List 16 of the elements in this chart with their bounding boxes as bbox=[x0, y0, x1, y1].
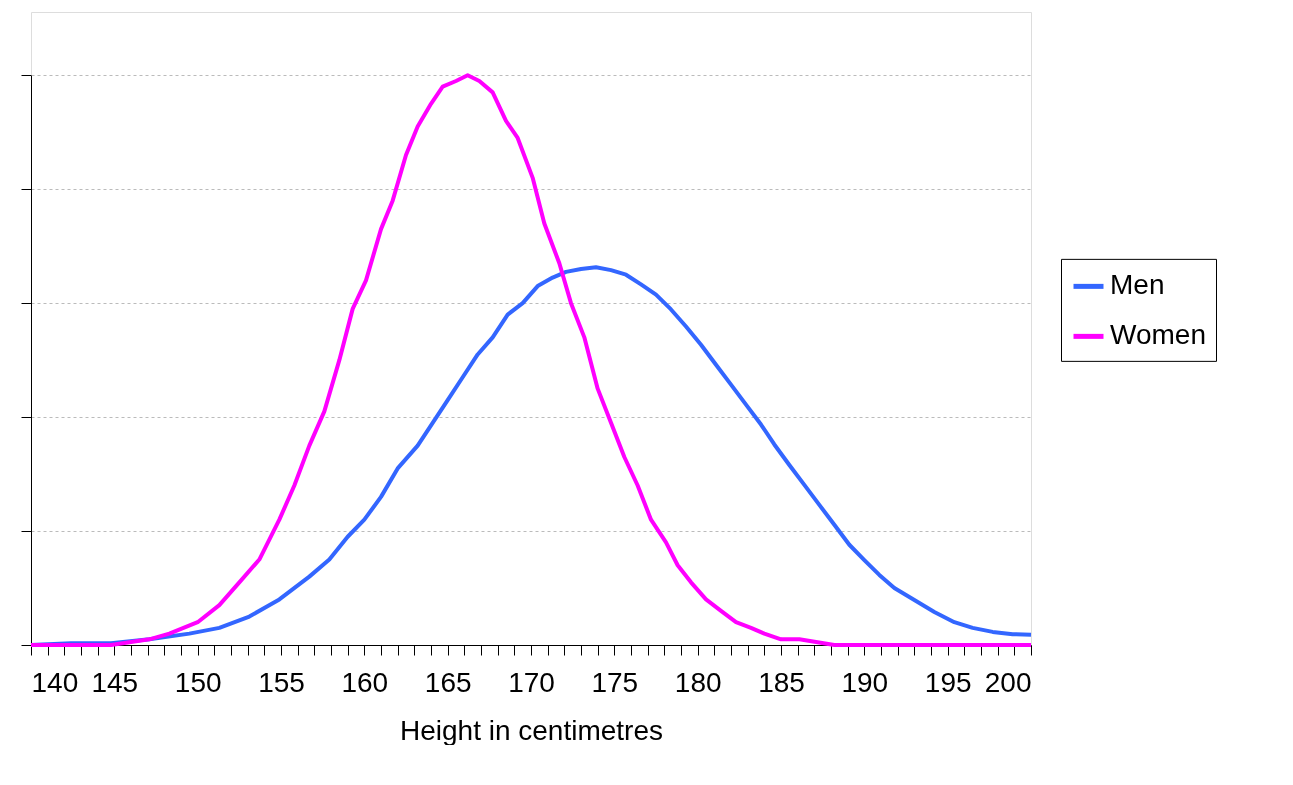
x-tick-label: 140 bbox=[31, 666, 79, 698]
x-tick-label: 165 bbox=[424, 666, 472, 698]
x-tick-label: 200 bbox=[984, 666, 1032, 698]
x-tick-label: 195 bbox=[924, 666, 972, 698]
x-tick-label: 150 bbox=[174, 666, 222, 698]
x-tick-label: 185 bbox=[758, 666, 805, 698]
x-tick-label: 180 bbox=[674, 666, 722, 698]
x-tick-label: 190 bbox=[841, 666, 889, 698]
x-tick-label: 160 bbox=[341, 666, 389, 698]
x-tick-label: 170 bbox=[508, 666, 555, 698]
legend-label: Women bbox=[1110, 319, 1206, 351]
x-tick-label: 175 bbox=[591, 666, 639, 698]
x-axis-title: Height in centimetres bbox=[399, 714, 664, 746]
x-tick-label: 145 bbox=[91, 666, 139, 698]
x-tick-label: 155 bbox=[258, 666, 305, 698]
legend-label: Men bbox=[1110, 269, 1165, 301]
